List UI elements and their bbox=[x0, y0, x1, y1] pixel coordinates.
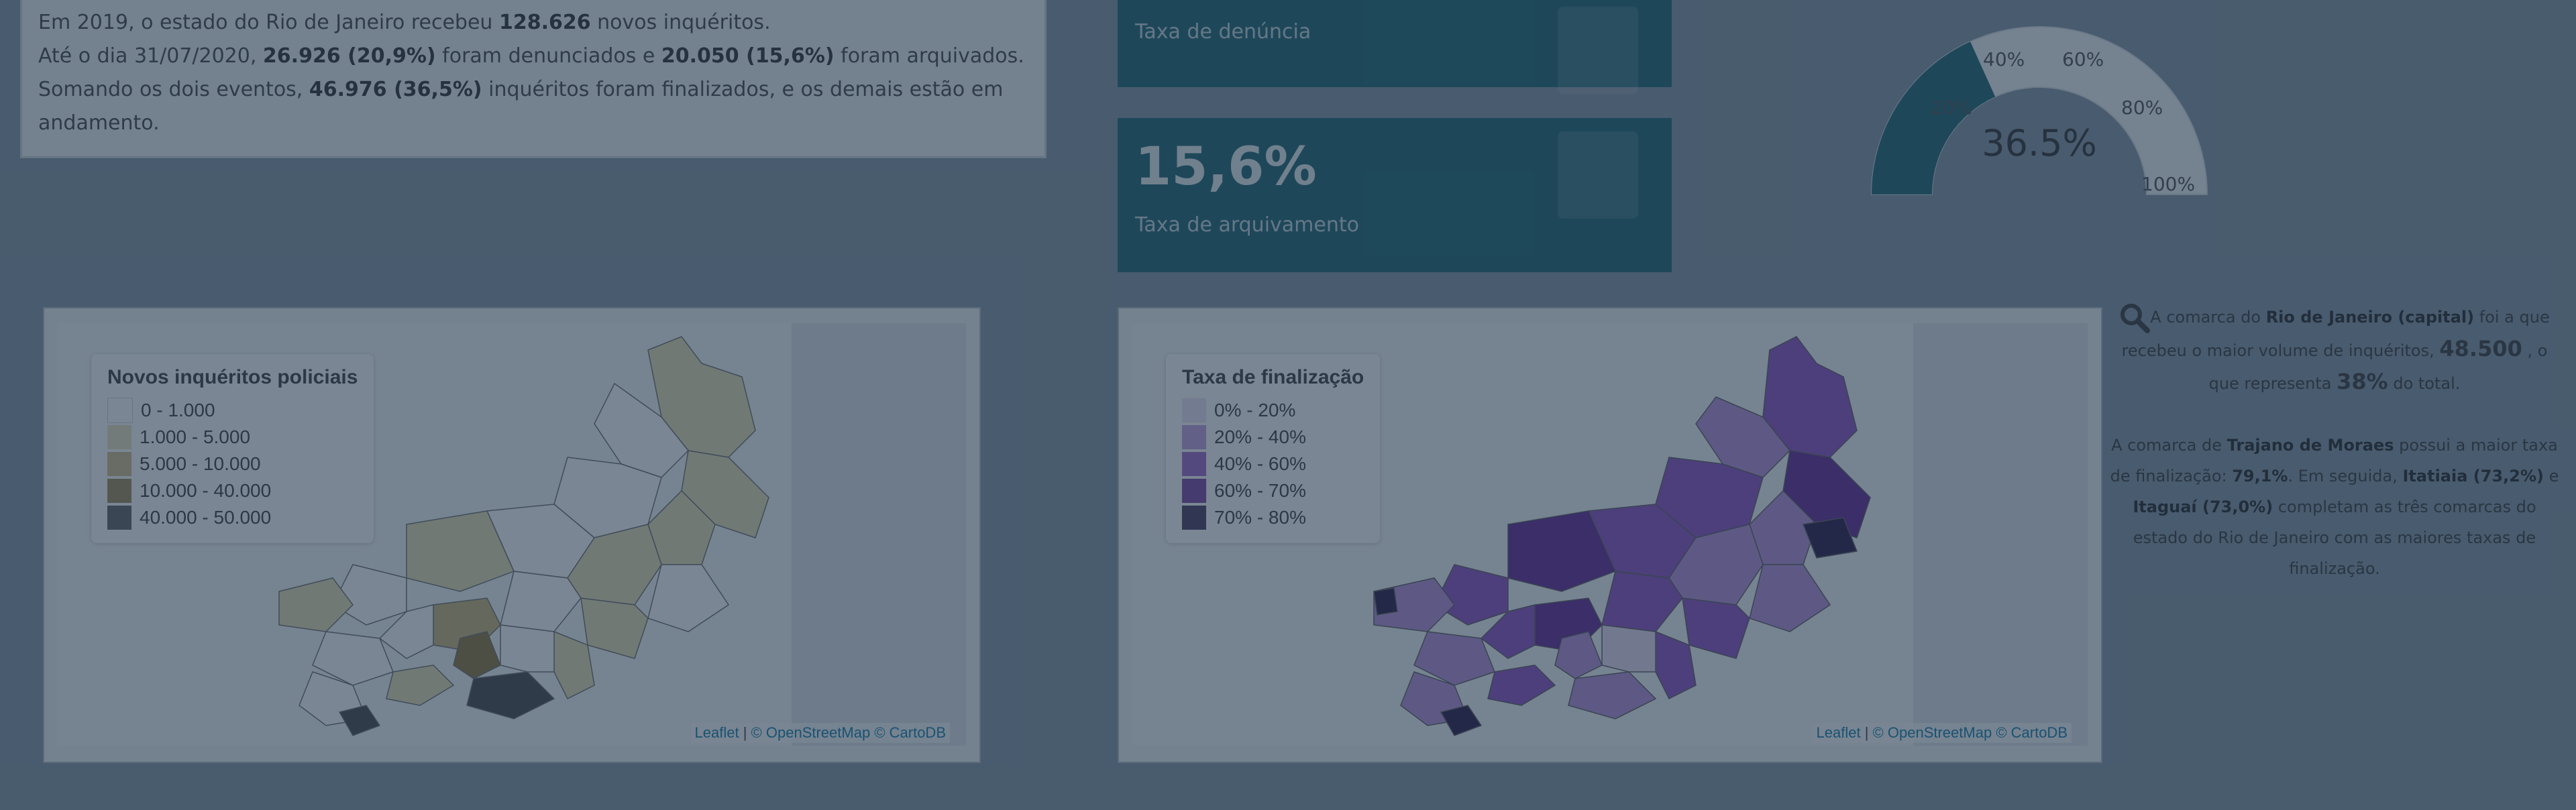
legend-item: 20% - 40% bbox=[1182, 424, 1364, 451]
map-region[interactable] bbox=[1487, 664, 1556, 706]
map-card-taxa-finalizacao: Taxa de finalização 0% - 20% 20% - 40% 4… bbox=[1118, 307, 2102, 763]
legend-swatch bbox=[1182, 398, 1206, 422]
legend-item: 0 - 1.000 bbox=[107, 397, 358, 424]
kpi-label: Taxa de denúncia bbox=[1135, 20, 1311, 44]
legend-item: 40% - 60% bbox=[1182, 451, 1364, 477]
map-region[interactable] bbox=[1601, 571, 1683, 632]
legend-item: 0% - 20% bbox=[1182, 397, 1364, 424]
legend-swatch bbox=[1182, 479, 1206, 503]
legend-swatch bbox=[107, 452, 131, 476]
legend-swatch bbox=[1182, 452, 1206, 476]
insight-panel: A comarca do Rio de Janeiro (capital) fo… bbox=[2106, 302, 2563, 584]
map-region[interactable] bbox=[580, 597, 649, 659]
map-region[interactable] bbox=[1373, 587, 1398, 616]
search-icon bbox=[2121, 304, 2151, 333]
gauge-tick-100: 100% bbox=[2141, 173, 2195, 195]
gauge-tick-80: 80% bbox=[2121, 97, 2163, 119]
map-region[interactable] bbox=[647, 564, 730, 632]
map-region[interactable] bbox=[1554, 631, 1603, 679]
kpi-background-icon bbox=[1558, 7, 1638, 94]
legend-item: 5.000 - 10.000 bbox=[107, 451, 358, 477]
osm-link[interactable]: © OpenStreetMap bbox=[751, 724, 871, 741]
legend-swatch bbox=[107, 425, 131, 449]
map-legend: Taxa de finalização 0% - 20% 20% - 40% 4… bbox=[1166, 354, 1381, 543]
map-canvas[interactable]: Taxa de finalização 0% - 20% 20% - 40% 4… bbox=[1132, 323, 2088, 746]
intro-line-3: Somando os dois eventos, 46.976 (36,5%) … bbox=[38, 78, 1004, 135]
legend-item: 60% - 70% bbox=[1182, 477, 1364, 504]
map-attribution: Leaflet | © OpenStreetMap © CartoDB bbox=[690, 723, 950, 743]
map-card-novos-inqueritos: Novos inquéritos policiais 0 - 1.000 1.0… bbox=[43, 307, 981, 763]
map-region[interactable] bbox=[466, 671, 555, 719]
insight-paragraph-1: A comarca do Rio de Janeiro (capital) fo… bbox=[2106, 302, 2563, 399]
intro-line-1: Em 2019, o estado do Rio de Janeiro rece… bbox=[38, 11, 771, 34]
legend-swatch bbox=[107, 479, 131, 503]
map-region[interactable] bbox=[500, 571, 582, 632]
leaflet-link[interactable]: Leaflet bbox=[1816, 724, 1861, 741]
kpi-taxa-arquivamento: 15,6% Taxa de arquivamento bbox=[1118, 118, 1672, 272]
kpi-label: Taxa de arquivamento bbox=[1135, 213, 1359, 237]
map-canvas[interactable]: Novos inquéritos policiais 0 - 1.000 1.0… bbox=[58, 323, 966, 746]
gauge-tick-60: 60% bbox=[2062, 48, 2104, 70]
legend-swatch bbox=[1182, 506, 1206, 530]
osm-link[interactable]: © OpenStreetMap bbox=[1872, 724, 1992, 741]
kpi-value: 15,6% bbox=[1135, 137, 1317, 197]
legend-title: Taxa de finalização bbox=[1182, 366, 1364, 388]
legend-swatch bbox=[107, 506, 131, 530]
carto-link[interactable]: © CartoDB bbox=[1996, 724, 2068, 741]
gauge-value: 36.5% bbox=[1982, 122, 2097, 164]
legend-item: 70% - 80% bbox=[1182, 504, 1364, 531]
legend-swatch bbox=[107, 398, 133, 423]
gauge-tick-40: 40% bbox=[1983, 48, 2025, 70]
intro-line-2: Até o dia 31/07/2020, 26.926 (20,9%) for… bbox=[38, 44, 1024, 68]
legend-swatch bbox=[1182, 425, 1206, 449]
kpi-taxa-denuncia: Taxa de denúncia bbox=[1118, 0, 1672, 94]
finalization-gauge: 20% 40% 60% 80% 100% 36.5% bbox=[1870, 26, 2208, 195]
insight-paragraph-2: A comarca de Trajano de Moraes possui a … bbox=[2110, 436, 2559, 578]
map-region[interactable] bbox=[453, 631, 501, 679]
map-attribution: Leaflet | © OpenStreetMap © CartoDB bbox=[1812, 723, 2072, 743]
map-region[interactable] bbox=[386, 664, 455, 706]
legend-item: 1.000 - 5.000 bbox=[107, 424, 358, 451]
map-region[interactable] bbox=[1682, 597, 1750, 659]
legend-item: 10.000 - 40.000 bbox=[107, 477, 358, 504]
legend-item: 40.000 - 50.000 bbox=[107, 504, 358, 531]
kpi-background-icon bbox=[1558, 131, 1638, 219]
gauge-tick-20: 20% bbox=[1931, 97, 1972, 119]
map-region[interactable] bbox=[1568, 671, 1657, 719]
leaflet-link[interactable]: Leaflet bbox=[694, 724, 739, 741]
intro-text-box: Em 2019, o estado do Rio de Janeiro rece… bbox=[20, 0, 1046, 158]
map-region[interactable] bbox=[1749, 564, 1831, 632]
legend-title: Novos inquéritos policiais bbox=[107, 366, 358, 388]
carto-link[interactable]: © CartoDB bbox=[874, 724, 946, 741]
map-legend: Novos inquéritos policiais 0 - 1.000 1.0… bbox=[91, 354, 374, 543]
